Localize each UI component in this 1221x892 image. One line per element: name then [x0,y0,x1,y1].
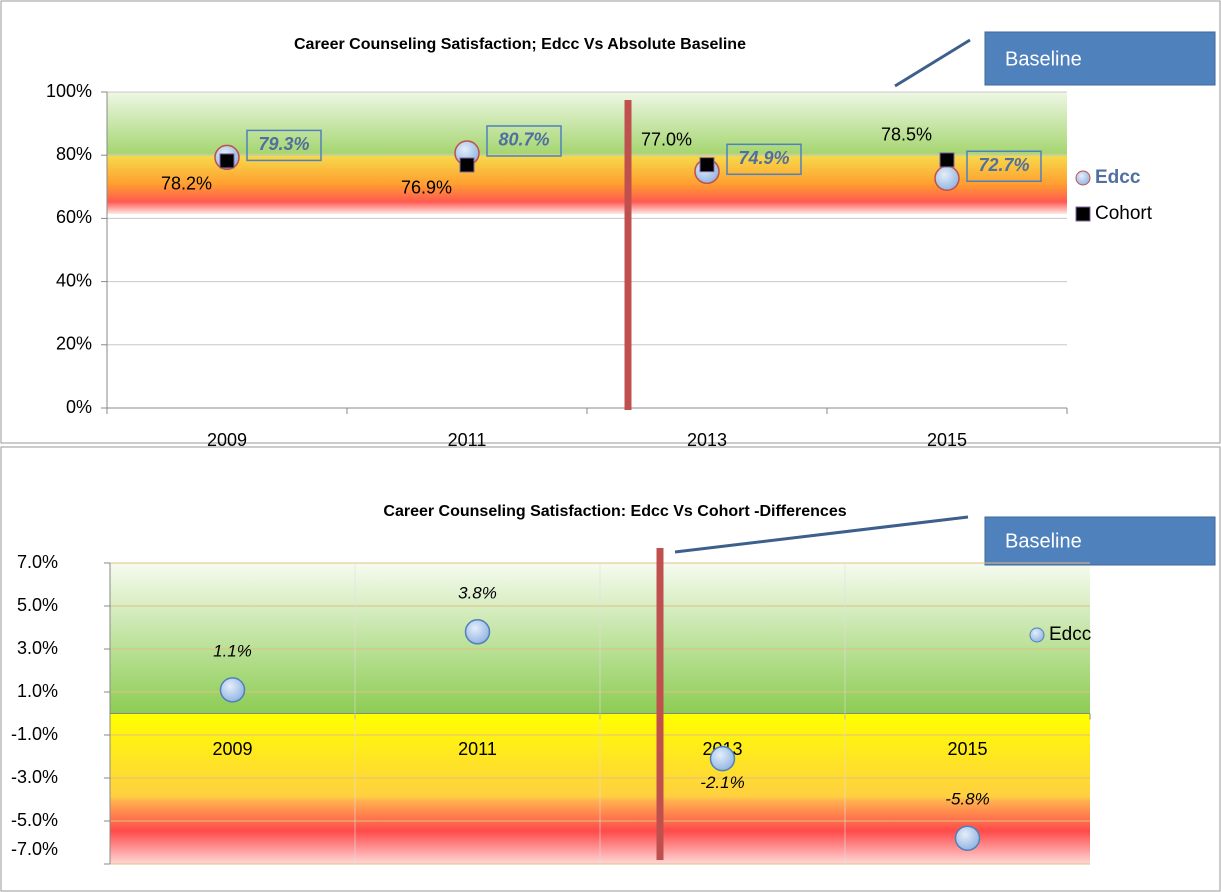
y-tick-label: 60% [56,207,92,227]
legend-marker [1075,206,1091,222]
x-tick-label: 2013 [687,430,727,450]
data-label: 76.9% [401,178,452,198]
legend-label: Edcc [1095,167,1141,188]
data-label: 78.5% [881,125,932,145]
point [459,157,475,173]
y-tick-label: 1.0% [17,681,58,701]
x-tick-label: 2015 [947,739,987,759]
x-tick-label: 2009 [207,430,247,450]
label-box [726,143,802,176]
x-tick-label: 2009 [212,739,252,759]
data-label: -5.8% [945,790,989,809]
data-label: 72.7% [978,155,1029,175]
y-tick-label: 7.0% [17,552,58,572]
callout-line [674,515,969,554]
x-tick-label: 2011 [458,739,497,759]
legend-label: Cohort [1095,203,1153,224]
chart-title: Career Counseling Satisfaction: Edcc Vs … [383,503,846,520]
data-label: 80.7% [498,130,549,150]
point [699,157,715,173]
y-tick-label: -3.0% [11,767,58,787]
y-tick-label: 20% [56,334,92,354]
data-label: -2.1% [700,773,744,792]
callout-line [894,38,971,88]
data-label: 78.2% [161,174,212,194]
legend-marker [1029,627,1045,643]
y-tick-label: -5.0% [11,810,58,830]
frame [0,446,1221,892]
y-tick-label: 80% [56,144,92,164]
point [219,677,246,703]
point [709,745,736,772]
label-box [246,129,322,162]
callout-text: Baseline [1005,530,1082,552]
point [954,825,981,851]
data-label: 79.3% [258,134,309,154]
y-tick-label: 3.0% [17,638,58,658]
chart-title: Career Counseling Satisfaction; Edcc Vs … [294,36,746,53]
band [107,92,1067,214]
callout-box [984,516,1216,566]
y-tick-label: 5.0% [17,595,58,615]
point [464,619,491,645]
x-tick-label: 2015 [927,430,967,450]
y-tick-label: -1.0% [11,724,58,744]
data-label: 77.0% [641,129,692,149]
label-box [966,150,1042,183]
data-label: 74.9% [738,148,789,168]
data-label: 3.8% [458,583,497,602]
x-tick-label: 2011 [448,430,487,450]
label-box [486,125,562,157]
y-tick-label: -7.0% [11,839,58,859]
legend-marker [1075,170,1091,186]
frame [0,0,1221,444]
y-tick-label: 100% [46,81,92,101]
y-tick-label: 0% [66,397,92,417]
point [219,153,235,169]
data-label: 1.1% [213,641,252,660]
point [939,152,955,168]
callout-box [984,31,1216,86]
y-tick-label: 40% [56,270,92,290]
legend-label: Edcc [1049,624,1091,645]
point [934,165,960,192]
callout-text: Baseline [1005,48,1082,70]
